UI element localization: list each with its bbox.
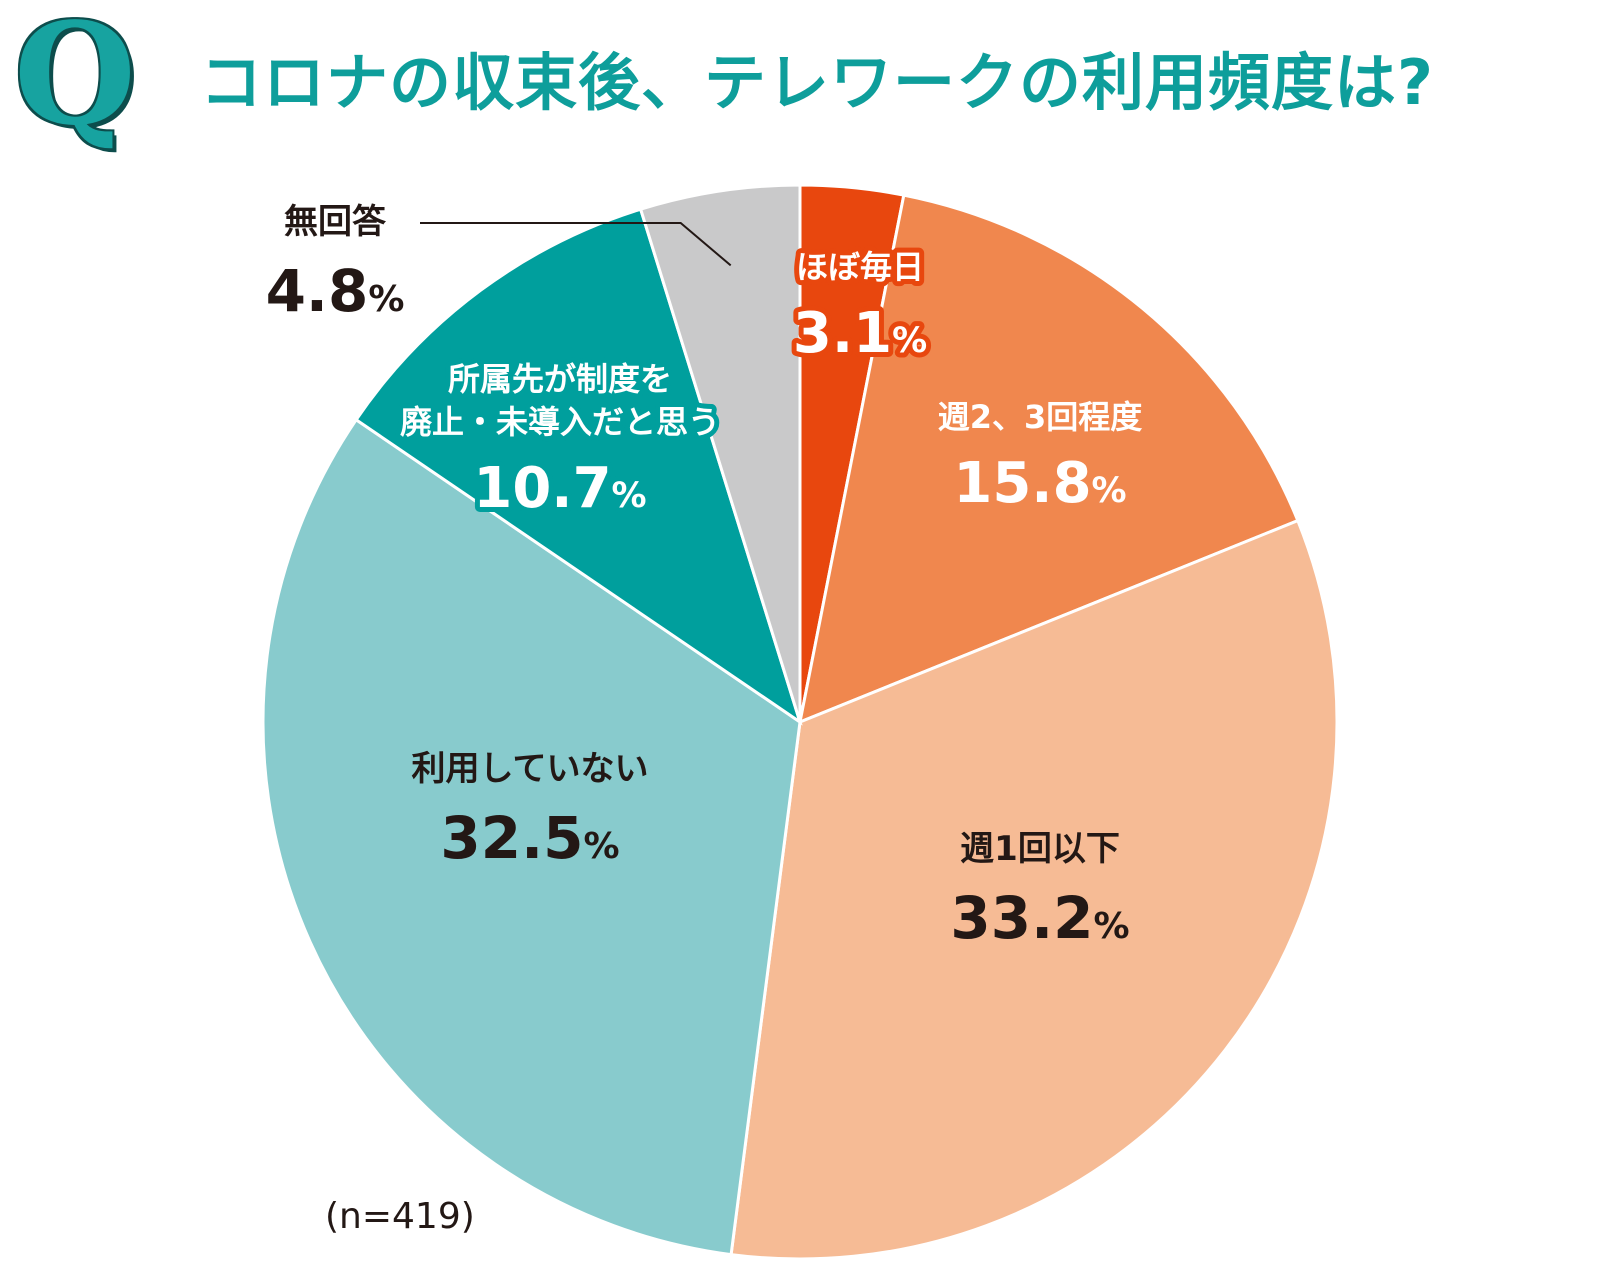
slice-label-5: 無回答 4.8% xyxy=(266,202,405,325)
sample-size-note: (n=419) xyxy=(325,1196,475,1237)
slice-label-text: 無回答 xyxy=(284,202,387,242)
slice-value-text: 15.8% xyxy=(953,451,1126,516)
slice-value-text: 32.5% xyxy=(440,804,619,872)
pie-slice-3 xyxy=(261,417,802,1257)
slice-label-1: 週2、3回程度 15.8% xyxy=(938,398,1143,516)
slice-value-text: 4.8% xyxy=(266,257,405,325)
slice-label-text: 週2、3回程度 xyxy=(938,398,1143,436)
slice-label-3: 利用していない 32.5% xyxy=(412,749,649,872)
chart-title: コロナの収束後、テレワークの利用頻度は? xyxy=(200,46,1434,119)
q-letter-icon: Q xyxy=(14,0,136,157)
slice-label-text: 廃止・未導入だと思う xyxy=(400,403,720,441)
slice-label-2: 週1回以下 33.2% xyxy=(950,829,1129,952)
slice-value-text: 3.1% xyxy=(793,301,927,366)
pie-slice-4 xyxy=(354,207,803,726)
q-badge: Q xyxy=(14,0,164,150)
slice-value-text: 33.2% xyxy=(950,884,1129,952)
pie-slice-1 xyxy=(797,193,1300,725)
pie-slice-2 xyxy=(729,518,1339,1261)
slice-label-text: 週1回以下 xyxy=(960,829,1120,869)
slice-label-text: 利用していない xyxy=(412,749,649,789)
pie-slice-5 xyxy=(638,183,802,723)
slice-value-text: 10.7% xyxy=(473,456,646,521)
slice-label-text: ほぼ毎日 xyxy=(796,248,924,286)
leader-line xyxy=(420,222,732,267)
pie-labels: ほぼ毎日 3.1% 週2、3回程度 15.8% 週1回以下 33.2% 利用していない 32.… xyxy=(266,202,1143,952)
pie-slices xyxy=(261,183,1339,1261)
slice-label-0: ほぼ毎日 3.1% xyxy=(788,243,932,371)
slice-label-text: 所属先が制度を xyxy=(448,360,672,398)
